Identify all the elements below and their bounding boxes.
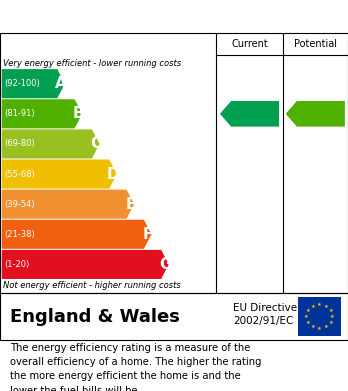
Text: (21-38): (21-38) [5,230,35,239]
Text: (69-80): (69-80) [5,140,35,149]
Text: B: B [73,106,84,121]
Text: (81-91): (81-91) [5,109,35,118]
Text: ★: ★ [317,326,322,331]
Text: Not energy efficient - higher running costs: Not energy efficient - higher running co… [3,281,181,290]
Text: G: G [159,257,171,272]
Polygon shape [2,250,169,279]
Text: ★: ★ [328,320,333,325]
Text: ★: ★ [317,302,322,307]
Polygon shape [2,99,82,128]
Text: (39-54): (39-54) [5,200,35,209]
Text: (1-20): (1-20) [5,260,30,269]
Text: ★: ★ [323,304,328,309]
Polygon shape [2,160,117,188]
Text: 84: 84 [310,106,332,121]
Text: Potential: Potential [294,39,337,49]
Bar [298,297,341,336]
Text: ★: ★ [304,314,309,319]
Text: ★: ★ [310,304,315,309]
Text: The energy efficiency rating is a measure of the
overall efficiency of a home. T: The energy efficiency rating is a measur… [10,343,262,391]
Polygon shape [2,69,65,98]
Text: D: D [107,167,119,181]
Text: C: C [90,136,101,151]
Polygon shape [2,220,151,249]
Text: ★: ★ [328,308,333,313]
Text: F: F [142,227,153,242]
Text: England & Wales: England & Wales [10,307,180,325]
Text: (55-68): (55-68) [5,170,35,179]
Text: E: E [125,197,136,212]
Text: ★: ★ [310,324,315,329]
Text: (92-100): (92-100) [5,79,40,88]
Polygon shape [2,190,134,219]
Text: A: A [55,76,67,91]
Text: ★: ★ [306,320,310,325]
Text: EU Directive
2002/91/EC: EU Directive 2002/91/EC [233,303,297,326]
Text: ★: ★ [330,314,335,319]
Text: Energy Efficiency Rating: Energy Efficiency Rating [10,9,220,24]
Text: 86: 86 [244,106,266,121]
Text: Very energy efficient - lower running costs: Very energy efficient - lower running co… [3,59,182,68]
Text: ★: ★ [323,324,328,329]
Polygon shape [220,101,279,127]
Text: ★: ★ [306,308,310,313]
Polygon shape [2,129,100,158]
Text: Current: Current [231,39,268,49]
Polygon shape [286,101,345,127]
